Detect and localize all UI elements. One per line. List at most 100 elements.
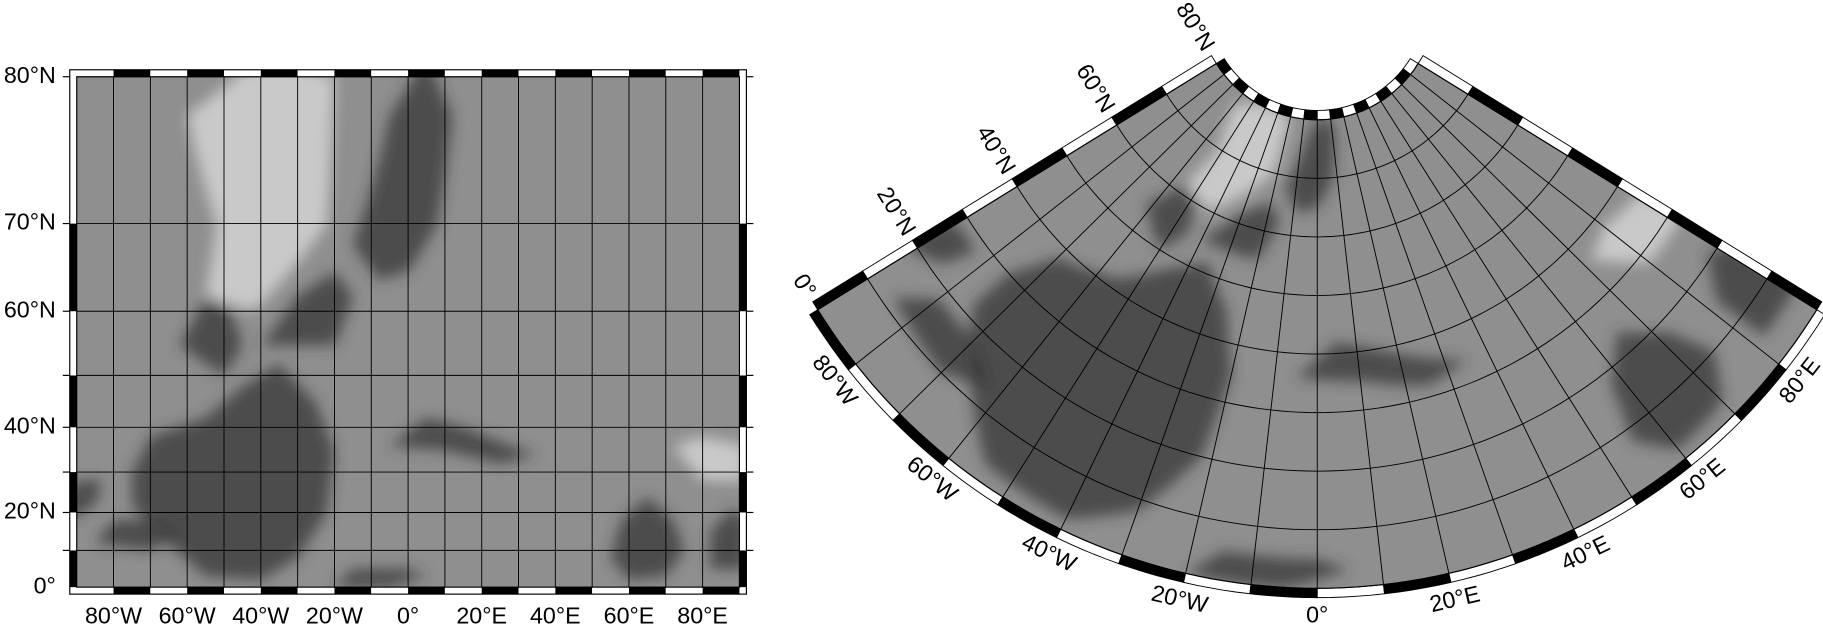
frame-band	[69, 512, 77, 551]
highland	[673, 436, 740, 481]
frame-band	[113, 69, 151, 77]
frame-band	[702, 587, 740, 595]
frame-band	[444, 587, 482, 595]
deep-ocean	[260, 271, 353, 346]
lat-label: 0°	[34, 572, 56, 598]
frame-band	[408, 69, 445, 77]
deep-ocean	[1285, 113, 1335, 213]
frame-band	[739, 223, 747, 312]
deep-ocean	[179, 296, 243, 376]
frame-band	[739, 375, 747, 428]
parallel	[966, 217, 1668, 414]
lon-label: 80°E	[677, 603, 728, 629]
lat-label: 60°N	[1071, 59, 1120, 117]
frame-band	[297, 587, 335, 595]
deep-ocean	[334, 568, 427, 588]
frame-band	[444, 69, 482, 77]
parallel	[1166, 94, 1469, 179]
frame-band	[518, 69, 556, 77]
frame-band	[1303, 109, 1318, 121]
frame-band	[69, 550, 77, 588]
highland	[1186, 102, 1291, 211]
frame-band	[334, 587, 372, 595]
frame-band	[69, 427, 77, 473]
frame-band	[334, 69, 372, 77]
deep-ocean	[352, 76, 453, 280]
frame-band	[665, 69, 703, 77]
frame-band	[187, 69, 224, 77]
frame-band	[69, 311, 77, 376]
frame-band	[628, 69, 666, 77]
deep-ocean	[1295, 341, 1467, 386]
deep-ocean	[76, 480, 103, 516]
lon-label: 0°	[397, 603, 419, 629]
frame-band	[371, 587, 409, 595]
frame-band	[592, 587, 629, 595]
frame-band	[555, 69, 593, 77]
lon-label: 40°W	[232, 603, 289, 629]
deep-ocean	[95, 520, 180, 551]
lat-label: 20°N	[4, 498, 56, 524]
frame-band	[739, 427, 747, 473]
lat-label: 60°N	[4, 296, 56, 322]
lon-label: 60°W	[159, 603, 216, 629]
deep-ocean	[1185, 550, 1350, 588]
deep-ocean	[389, 417, 537, 464]
frame-outline	[816, 62, 1818, 589]
frame-band	[69, 70, 77, 224]
lon-label: 60°E	[604, 603, 655, 629]
parallel	[1066, 155, 1569, 296]
parallel	[1016, 186, 1618, 355]
deep-ocean	[970, 257, 1232, 519]
frame-outline	[69, 69, 747, 595]
frame-band	[223, 587, 261, 595]
frame-band	[481, 587, 519, 595]
frame-band	[592, 69, 629, 77]
lon-label: 20°W	[306, 603, 363, 629]
frame-band	[702, 69, 740, 77]
lon-label: 0°	[1306, 601, 1328, 627]
lon-label: 20°E	[456, 603, 507, 629]
frame-band	[260, 587, 298, 595]
lon-label: 40°E	[530, 603, 581, 629]
parallel	[867, 278, 1768, 531]
parallel	[1116, 124, 1519, 238]
frame-band	[223, 69, 261, 77]
lon-label: 80°W	[85, 603, 142, 629]
frame-band	[739, 512, 747, 551]
frame-band	[69, 472, 77, 513]
lat-label: 20°N	[872, 182, 921, 240]
frame-band	[739, 311, 747, 376]
frame-band	[150, 587, 188, 595]
deep-ocean	[1610, 331, 1723, 450]
deep-ocean	[1201, 202, 1280, 260]
frame-band	[739, 472, 747, 513]
lat-label: 0°	[788, 269, 822, 302]
deep-ocean	[710, 508, 740, 569]
frame-band	[113, 587, 151, 595]
frame-band	[628, 587, 666, 595]
frame-band	[371, 69, 409, 77]
frame-outline	[76, 76, 741, 588]
frame-band	[481, 69, 519, 77]
lat-label: 80°N	[4, 62, 56, 88]
frame-band	[187, 587, 224, 595]
frame-band	[76, 69, 114, 77]
deep-ocean	[893, 297, 992, 388]
lat-label: 70°N	[4, 209, 56, 235]
frame-band	[150, 69, 188, 77]
frame-band	[739, 550, 747, 588]
frame-band	[1316, 109, 1332, 121]
lat-label: 40°N	[972, 121, 1021, 179]
lat-label: 80°N	[1171, 0, 1220, 55]
lat-label: 40°N	[4, 412, 56, 438]
frame-band	[555, 587, 593, 595]
frame-band	[739, 70, 747, 224]
frame-band	[69, 375, 77, 428]
frame-band	[297, 69, 335, 77]
deep-ocean	[1146, 183, 1196, 250]
